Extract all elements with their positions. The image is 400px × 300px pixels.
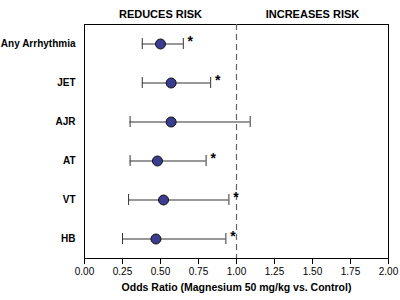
svg-text:Any Arrhythmia: Any Arrhythmia	[1, 38, 76, 49]
svg-text:*: *	[210, 150, 216, 166]
svg-text:0.25: 0.25	[113, 266, 133, 277]
svg-text:*: *	[233, 189, 239, 205]
svg-text:Odds Ratio (Magnesium 50 mg/kg: Odds Ratio (Magnesium 50 mg/kg vs. Contr…	[122, 281, 352, 293]
svg-text:*: *	[188, 33, 194, 49]
svg-text:REDUCES RISK: REDUCES RISK	[119, 8, 202, 20]
svg-text:1.75: 1.75	[341, 266, 361, 277]
svg-text:1.25: 1.25	[265, 266, 285, 277]
svg-text:*: *	[230, 228, 236, 244]
svg-text:INCREASES RISK: INCREASES RISK	[266, 8, 360, 20]
svg-text:0.00: 0.00	[75, 266, 95, 277]
svg-text:2.00: 2.00	[379, 266, 399, 277]
svg-text:1.50: 1.50	[303, 266, 323, 277]
svg-text:HB: HB	[61, 233, 75, 244]
svg-text:AT: AT	[63, 155, 76, 166]
svg-text:1.00: 1.00	[227, 266, 247, 277]
svg-text:0.50: 0.50	[151, 266, 171, 277]
svg-text:JET: JET	[57, 77, 75, 88]
svg-text:AJR: AJR	[55, 116, 76, 127]
svg-text:0.75: 0.75	[189, 266, 209, 277]
svg-text:*: *	[215, 72, 221, 88]
svg-text:VT: VT	[63, 194, 76, 205]
